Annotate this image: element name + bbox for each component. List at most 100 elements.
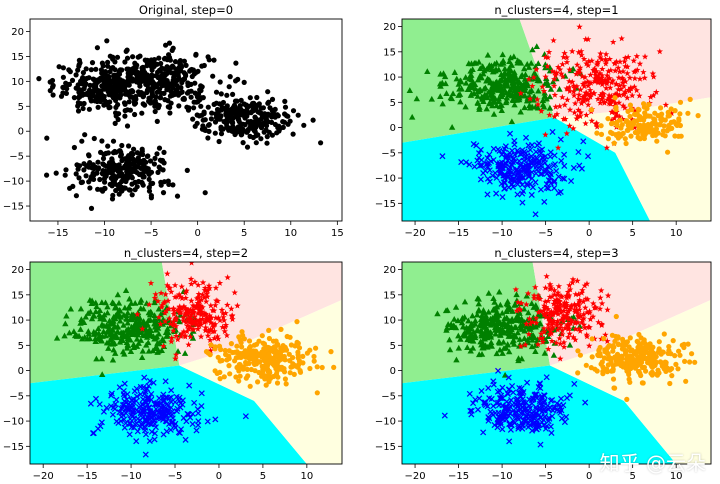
data-point <box>559 93 566 100</box>
data-point <box>119 142 125 149</box>
data-point <box>112 59 118 65</box>
data-point <box>114 323 121 330</box>
data-point <box>198 390 205 397</box>
data-point <box>547 171 554 178</box>
data-point <box>528 191 535 198</box>
data-point <box>515 96 523 103</box>
data-point <box>570 88 577 95</box>
data-point <box>593 123 601 130</box>
data-point <box>116 317 124 324</box>
data-point <box>560 115 567 122</box>
data-point <box>482 402 489 409</box>
data-point <box>570 333 577 341</box>
data-point <box>132 100 139 106</box>
data-point <box>93 95 99 101</box>
data-point <box>534 101 542 108</box>
data-point <box>580 298 587 305</box>
data-point <box>505 374 512 381</box>
data-point <box>237 354 243 360</box>
data-point <box>164 281 171 288</box>
data-point <box>515 355 522 362</box>
data-point <box>146 176 152 182</box>
data-point <box>516 336 524 342</box>
data-point <box>120 321 127 328</box>
data-point <box>676 116 682 122</box>
data-point <box>538 107 545 114</box>
data-point <box>87 400 94 407</box>
data-point <box>483 105 490 112</box>
data-point <box>574 309 582 317</box>
data-point <box>290 108 297 114</box>
data-point <box>155 69 161 75</box>
data-point <box>197 321 205 328</box>
data-point <box>226 84 232 90</box>
data-point <box>182 436 189 443</box>
data-point <box>122 163 128 169</box>
data-point <box>508 397 515 404</box>
data-point <box>160 80 166 86</box>
data-point <box>452 303 460 310</box>
data-point <box>503 97 510 104</box>
data-point <box>124 319 131 326</box>
data-point <box>502 323 510 330</box>
data-point <box>497 77 504 84</box>
x-tick-label: 5 <box>260 471 266 482</box>
data-point <box>682 358 688 364</box>
data-point <box>145 85 151 91</box>
data-point <box>86 153 92 159</box>
data-point <box>107 104 113 110</box>
data-point <box>517 324 524 331</box>
data-point <box>108 392 115 399</box>
data-point <box>133 420 140 427</box>
data-point <box>534 104 542 111</box>
data-point <box>626 74 634 81</box>
data-point <box>558 293 566 300</box>
data-point <box>560 402 567 409</box>
data-point <box>188 280 195 287</box>
data-point <box>100 63 106 69</box>
data-point <box>197 302 204 309</box>
data-point <box>605 116 611 122</box>
data-point <box>159 158 165 164</box>
data-point <box>556 103 563 110</box>
data-point <box>556 306 564 313</box>
data-point <box>216 279 224 286</box>
data-point <box>252 361 258 367</box>
data-point <box>570 92 578 99</box>
data-point <box>156 145 163 151</box>
data-point <box>532 75 539 81</box>
data-point <box>596 70 604 77</box>
data-point <box>584 91 591 98</box>
data-point <box>554 296 561 303</box>
data-point <box>626 87 633 94</box>
data-point <box>608 92 615 99</box>
data-point <box>656 347 662 353</box>
data-point <box>151 430 158 437</box>
data-point <box>105 143 111 149</box>
data-point <box>597 54 604 61</box>
data-point <box>580 98 588 105</box>
data-point <box>188 94 194 100</box>
data-point <box>178 305 186 312</box>
data-point <box>655 367 661 373</box>
data-point <box>180 328 188 335</box>
data-point <box>247 133 253 139</box>
data-point <box>148 195 154 201</box>
data-point <box>525 64 533 70</box>
data-point <box>78 179 84 186</box>
data-point <box>110 317 117 324</box>
data-point <box>230 120 236 126</box>
data-point <box>167 104 173 110</box>
data-point <box>203 298 210 305</box>
data-point <box>294 319 300 325</box>
data-point <box>106 166 113 172</box>
data-point <box>576 69 584 76</box>
data-point <box>208 116 214 122</box>
data-point <box>227 74 233 80</box>
data-point <box>215 335 222 342</box>
data-point <box>246 360 252 366</box>
data-point <box>170 182 176 188</box>
data-point <box>551 113 558 120</box>
data-point <box>656 48 663 55</box>
y-tick-label: 20 <box>383 22 396 33</box>
